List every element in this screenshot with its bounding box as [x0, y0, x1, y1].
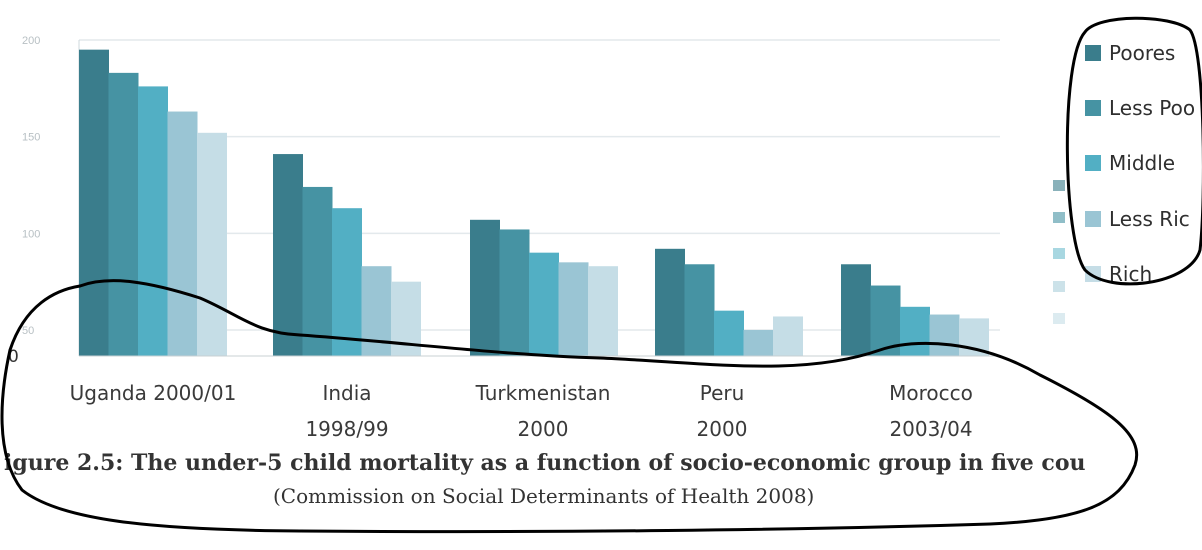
- legend-label: Less Poo: [1109, 96, 1195, 120]
- bar: [841, 264, 871, 356]
- y-tick-label: 150: [22, 132, 40, 144]
- bar: [900, 306, 930, 356]
- bar: [302, 186, 333, 356]
- annotation-outline-bottom: [0, 279, 1139, 534]
- category-label: Peru: [700, 381, 745, 405]
- bar: [870, 285, 901, 356]
- bar: [470, 219, 500, 356]
- legend-label: Middle: [1109, 151, 1175, 175]
- y-tick-label: 100: [22, 228, 40, 240]
- bar: [743, 330, 774, 356]
- annotation-oval-legend: [1065, 16, 1202, 286]
- category-label: 2000: [518, 417, 569, 441]
- figure-source: (Commission on Social Determinants of He…: [273, 484, 814, 508]
- category-label: 2003/04: [889, 417, 972, 441]
- category-label: Turkmenistan: [475, 381, 611, 405]
- category-label: Uganda 2000/01: [70, 381, 237, 405]
- bar: [773, 316, 803, 356]
- legend-label: Poores: [1109, 41, 1175, 65]
- legend-label: Less Ric: [1109, 207, 1190, 231]
- category-labels: Uganda 2000/01 India 1998/99 Turkmenistan 20…: [70, 381, 973, 441]
- bar: [197, 132, 227, 356]
- bar: [167, 111, 198, 357]
- zero-label: 0: [8, 347, 19, 367]
- bar: [79, 49, 109, 357]
- bar: [655, 248, 685, 356]
- bar: [273, 154, 303, 356]
- bar: [529, 252, 559, 356]
- legend-swatch: [1085, 100, 1101, 116]
- category-label: Morocco: [889, 381, 973, 405]
- y-axis-ticks: 200 150 100 50: [22, 35, 40, 337]
- bar: [588, 266, 618, 356]
- bar: [138, 86, 168, 357]
- legend-swatch: [1085, 45, 1101, 61]
- bar: [108, 72, 139, 356]
- y-tick-label: 200: [22, 35, 40, 47]
- bar: [558, 262, 589, 356]
- category-label: 2000: [697, 417, 748, 441]
- bar: [499, 229, 530, 356]
- bar: [714, 310, 744, 356]
- bars: [79, 49, 989, 357]
- faded-legend: [1053, 180, 1065, 324]
- figure-caption: igure 2.5: The under-5 child mortality a…: [4, 450, 1086, 476]
- category-label: India: [322, 381, 371, 405]
- bar: [684, 264, 715, 356]
- bar: [332, 208, 362, 356]
- legend-swatch: [1085, 211, 1101, 227]
- category-label: 1998/99: [305, 417, 388, 441]
- legend-swatch: [1085, 155, 1101, 171]
- bar: [929, 314, 960, 356]
- y-tick-label: 50: [22, 325, 34, 337]
